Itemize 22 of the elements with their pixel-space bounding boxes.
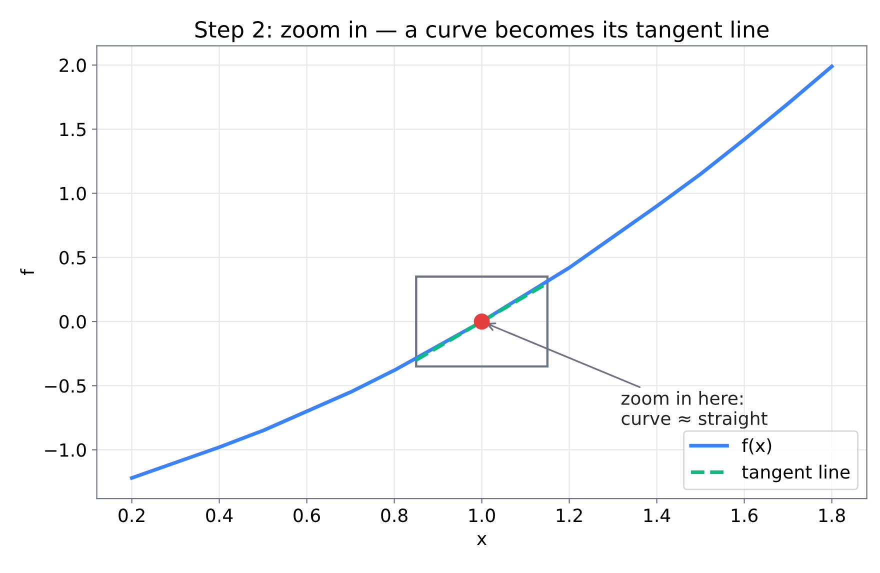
- y-tick-label: 0.5: [60, 250, 86, 265]
- x-tick-label: 0.4: [206, 508, 233, 522]
- x-tick-label: 1.8: [819, 508, 845, 522]
- annotation: zoom in here: curve ≈ straight: [621, 390, 768, 429]
- y-tick-label: 2.0: [60, 58, 86, 72]
- x-tick-label: 1.4: [644, 508, 670, 522]
- legend-label: f(x): [742, 438, 772, 454]
- x-tick-label: 1.6: [732, 508, 758, 522]
- x-tick-label: 1.0: [469, 508, 495, 522]
- y-tick-label: 0.0: [60, 315, 86, 329]
- x-tick-label: 1.2: [556, 508, 582, 522]
- y-tick-label: 1.0: [60, 186, 86, 200]
- x-tick-label: 0.6: [294, 508, 320, 522]
- x-axis-title: x: [476, 535, 487, 545]
- y-tick-label: −1.0: [45, 443, 86, 457]
- y-axis-title: f: [20, 268, 34, 275]
- y-tick-label: −0.5: [45, 379, 86, 393]
- x-tick-label: 0.2: [118, 508, 144, 522]
- x-tick-label: 0.8: [381, 508, 408, 522]
- chart-title: Step 2: zoom in — a curve becomes its tangent line: [195, 20, 769, 42]
- legend-label: tangent line: [742, 464, 850, 482]
- y-tick-label: 1.5: [60, 122, 86, 136]
